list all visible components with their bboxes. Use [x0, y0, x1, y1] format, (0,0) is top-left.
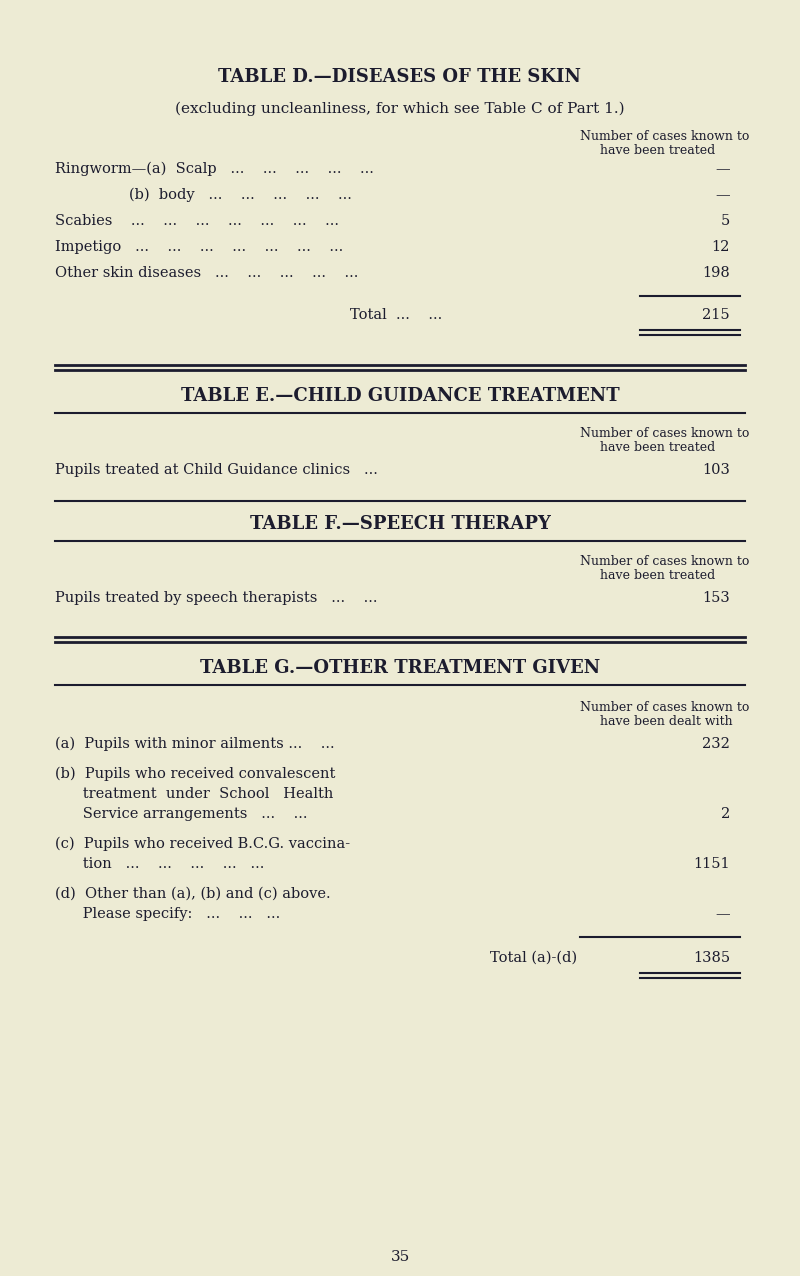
- Text: 12: 12: [712, 240, 730, 254]
- Text: Number of cases known to: Number of cases known to: [580, 701, 750, 715]
- Text: have been dealt with: have been dealt with: [600, 715, 733, 729]
- Text: Number of cases known to: Number of cases known to: [580, 130, 750, 143]
- Text: Total  ...    ...: Total ... ...: [350, 308, 451, 322]
- Text: 1385: 1385: [693, 951, 730, 965]
- Text: 232: 232: [702, 738, 730, 752]
- Text: 103: 103: [702, 463, 730, 477]
- Text: (excluding uncleanliness, for which see Table C of Part 1.): (excluding uncleanliness, for which see …: [175, 102, 625, 116]
- Text: Scabies    ...    ...    ...    ...    ...    ...    ...: Scabies ... ... ... ... ... ... ...: [55, 214, 339, 228]
- Text: 2: 2: [721, 806, 730, 820]
- Text: —: —: [715, 907, 730, 921]
- Text: (a)  Pupils with minor ailments ...    ...: (a) Pupils with minor ailments ... ...: [55, 738, 334, 752]
- Text: 5: 5: [721, 214, 730, 228]
- Text: tion   ...    ...    ...    ...   ...: tion ... ... ... ... ...: [55, 857, 264, 872]
- Text: 35: 35: [390, 1250, 410, 1265]
- Text: treatment  under  School   Health: treatment under School Health: [55, 787, 334, 801]
- Text: 215: 215: [702, 308, 730, 322]
- Text: have been treated: have been treated: [600, 441, 715, 454]
- Text: TABLE E.—CHILD GUIDANCE TREATMENT: TABLE E.—CHILD GUIDANCE TREATMENT: [181, 387, 619, 404]
- Text: Impetigo   ...    ...    ...    ...    ...    ...    ...: Impetigo ... ... ... ... ... ... ...: [55, 240, 343, 254]
- Text: (c)  Pupils who received B.C.G. vaccina-: (c) Pupils who received B.C.G. vaccina-: [55, 837, 350, 851]
- Text: Number of cases known to: Number of cases known to: [580, 555, 750, 568]
- Text: 153: 153: [702, 591, 730, 605]
- Text: TABLE F.—SPEECH THERAPY: TABLE F.—SPEECH THERAPY: [250, 516, 550, 533]
- Text: Total (a)-(d): Total (a)-(d): [490, 951, 577, 965]
- Text: (b)  body   ...    ...    ...    ...    ...: (b) body ... ... ... ... ...: [55, 188, 352, 203]
- Text: Other skin diseases   ...    ...    ...    ...    ...: Other skin diseases ... ... ... ... ...: [55, 265, 358, 279]
- Text: Ringworm—(a)  Scalp   ...    ...    ...    ...    ...: Ringworm—(a) Scalp ... ... ... ... ...: [55, 162, 374, 176]
- Text: —: —: [715, 162, 730, 176]
- Text: Number of cases known to: Number of cases known to: [580, 427, 750, 440]
- Text: 198: 198: [702, 265, 730, 279]
- Text: (b)  Pupils who received convalescent: (b) Pupils who received convalescent: [55, 767, 335, 781]
- Text: TABLE G.—OTHER TREATMENT GIVEN: TABLE G.—OTHER TREATMENT GIVEN: [200, 658, 600, 678]
- Text: Pupils treated at Child Guidance clinics   ...: Pupils treated at Child Guidance clinics…: [55, 463, 378, 477]
- Text: have been treated: have been treated: [600, 569, 715, 582]
- Text: (d)  Other than (a), (b) and (c) above.: (d) Other than (a), (b) and (c) above.: [55, 887, 330, 901]
- Text: Pupils treated by speech therapists   ...    ...: Pupils treated by speech therapists ... …: [55, 591, 378, 605]
- Text: Service arrangements   ...    ...: Service arrangements ... ...: [55, 806, 307, 820]
- Text: TABLE D.—DISEASES OF THE SKIN: TABLE D.—DISEASES OF THE SKIN: [218, 68, 582, 85]
- Text: have been treated: have been treated: [600, 144, 715, 157]
- Text: Please specify:   ...    ...   ...: Please specify: ... ... ...: [55, 907, 280, 921]
- Text: —: —: [715, 188, 730, 202]
- Text: 1151: 1151: [694, 857, 730, 872]
